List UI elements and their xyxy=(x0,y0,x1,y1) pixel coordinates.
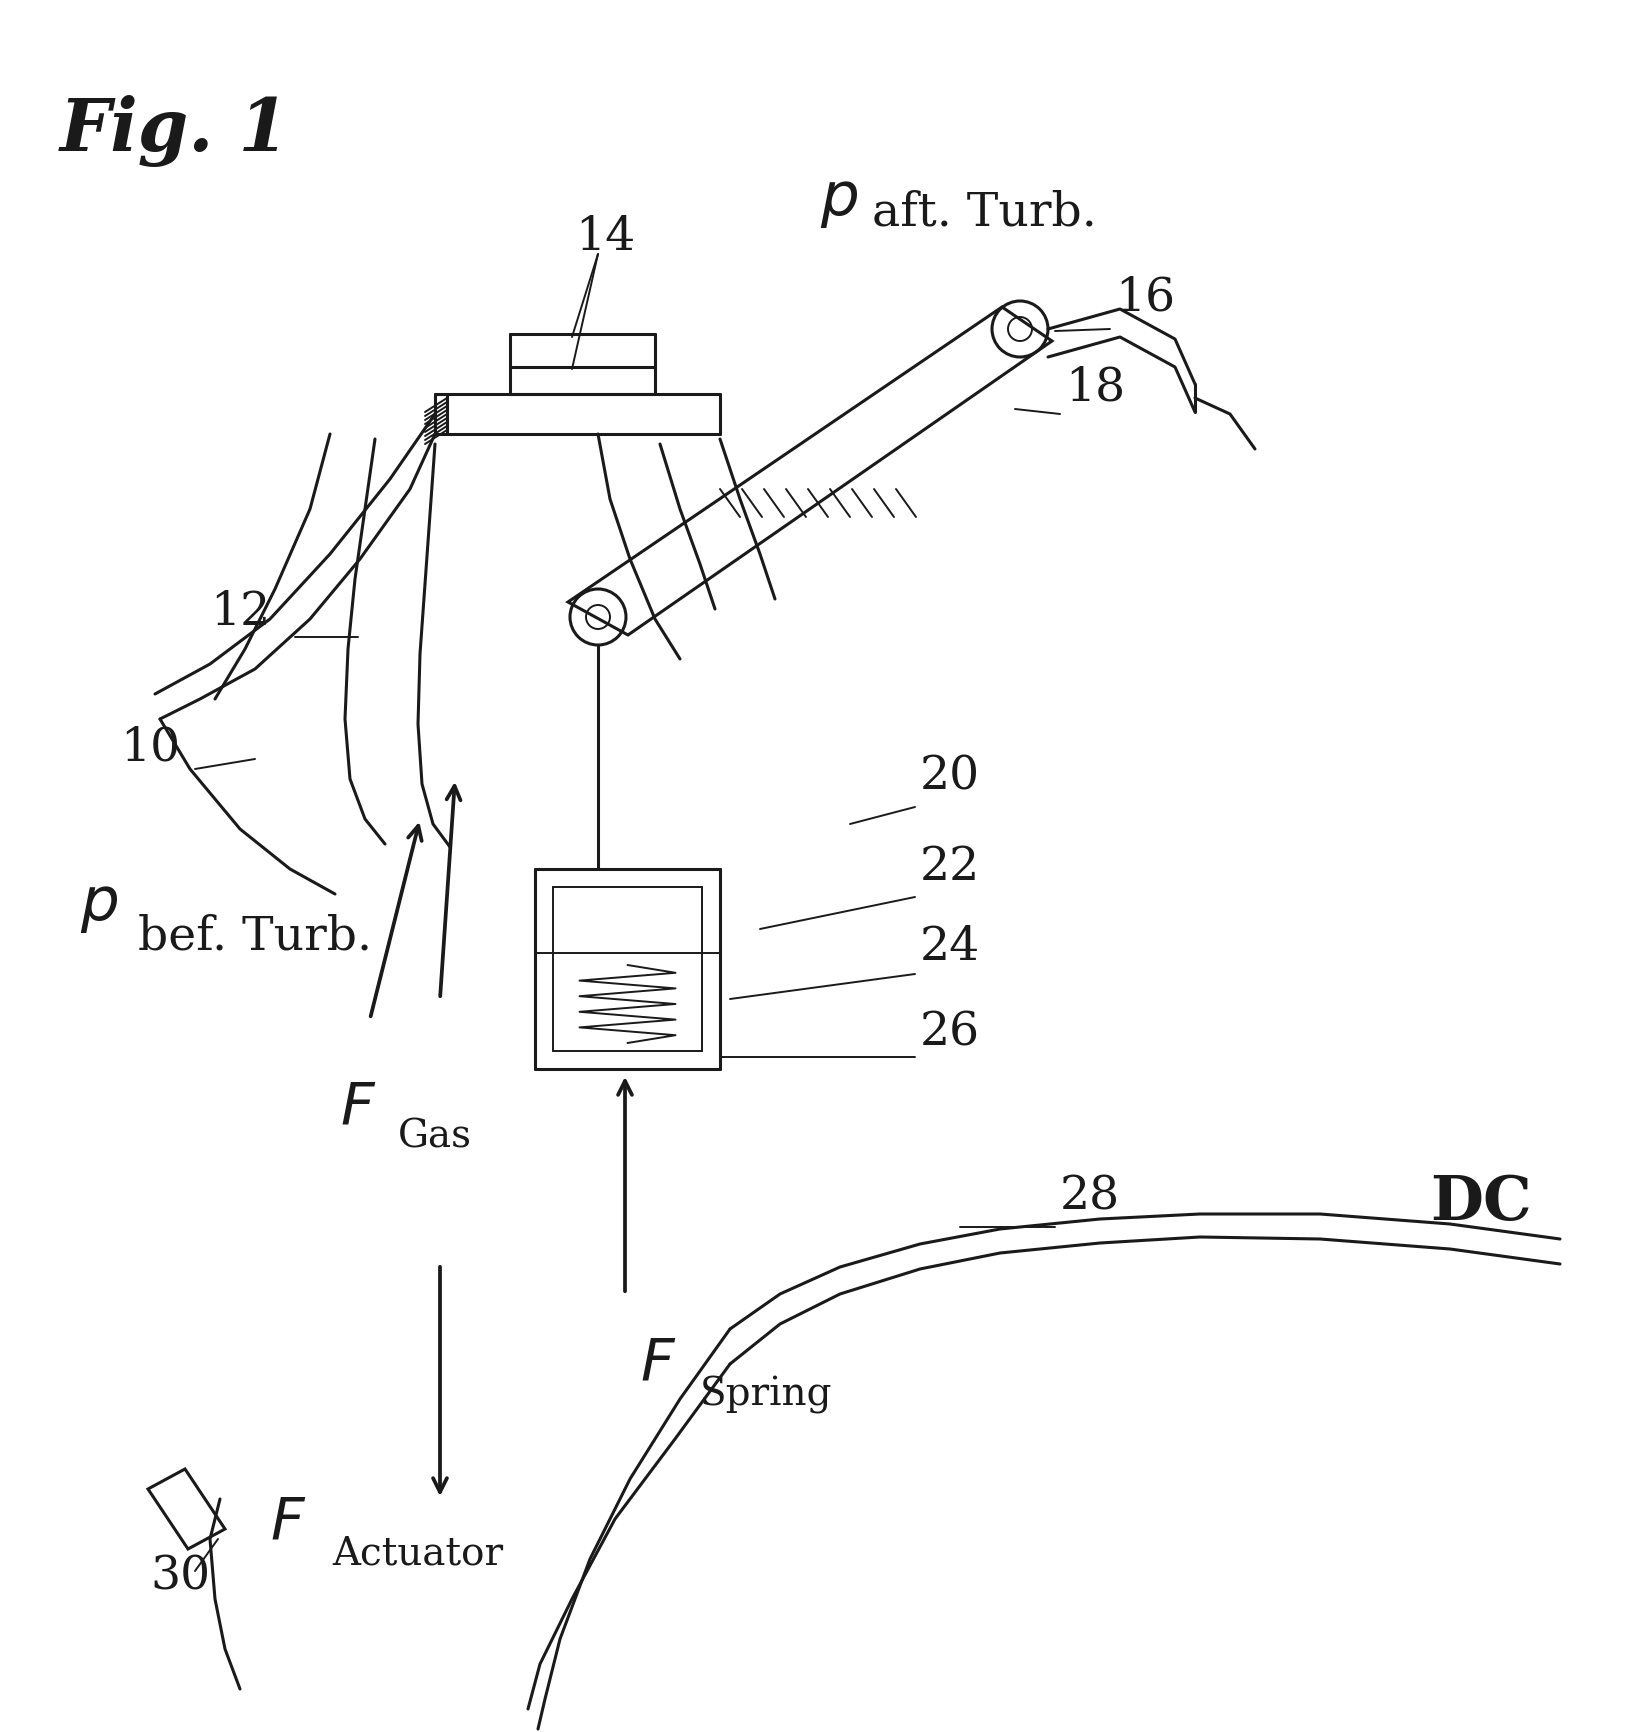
Text: Gas: Gas xyxy=(397,1119,472,1155)
Text: $p$: $p$ xyxy=(821,170,858,230)
Text: 14: 14 xyxy=(575,215,635,260)
Text: Actuator: Actuator xyxy=(332,1535,503,1573)
Text: 16: 16 xyxy=(1115,275,1175,320)
Text: 28: 28 xyxy=(1060,1174,1120,1219)
Text: bef. Turb.: bef. Turb. xyxy=(138,914,373,960)
Text: DC: DC xyxy=(1429,1173,1532,1231)
Text: Spring: Spring xyxy=(700,1375,832,1413)
Text: 18: 18 xyxy=(1065,364,1125,410)
Text: 20: 20 xyxy=(920,755,980,800)
Text: 10: 10 xyxy=(120,724,181,769)
Text: 30: 30 xyxy=(150,1554,210,1599)
Text: aft. Turb.: aft. Turb. xyxy=(873,191,1097,236)
Text: 22: 22 xyxy=(920,843,980,890)
Text: Fig. 1: Fig. 1 xyxy=(60,95,290,166)
Text: $F$: $F$ xyxy=(340,1081,376,1136)
Text: $F$: $F$ xyxy=(640,1335,676,1393)
Text: 26: 26 xyxy=(920,1010,980,1055)
Text: $F$: $F$ xyxy=(270,1495,306,1552)
Text: $p$: $p$ xyxy=(80,875,119,935)
Text: 12: 12 xyxy=(210,589,270,634)
Text: 24: 24 xyxy=(920,925,980,970)
